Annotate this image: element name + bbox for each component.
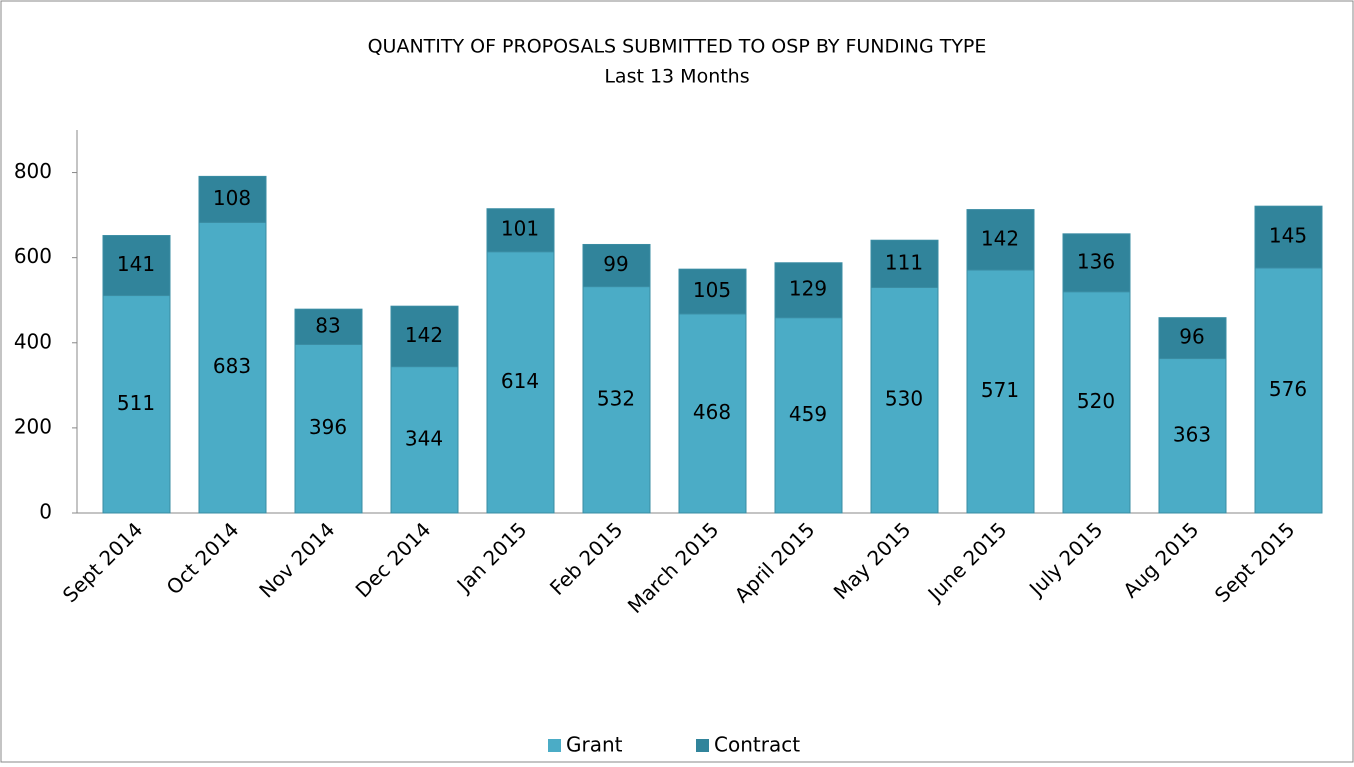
bar-segment bbox=[1158, 317, 1227, 360]
bar-segment bbox=[1158, 358, 1227, 514]
bar-segment bbox=[774, 262, 843, 319]
bar-segment bbox=[582, 243, 651, 288]
bar-segment bbox=[1254, 205, 1323, 269]
bar-segment bbox=[198, 175, 267, 223]
data-label: 108 bbox=[213, 186, 251, 210]
bar-segment bbox=[1062, 233, 1131, 293]
chart-title: QUANTITY OF PROPOSALS SUBMITTED TO OSP B… bbox=[368, 36, 987, 58]
y-tick-label: 400 bbox=[14, 329, 52, 353]
data-label: 129 bbox=[789, 277, 827, 301]
bar-segment bbox=[102, 235, 171, 297]
data-label: 344 bbox=[405, 426, 443, 450]
legend-swatch bbox=[696, 739, 709, 752]
data-label: 614 bbox=[501, 369, 539, 393]
chart-subtitle: Last 13 Months bbox=[604, 66, 749, 88]
bar-segment bbox=[294, 343, 363, 514]
data-label: 101 bbox=[501, 217, 539, 241]
data-label: 145 bbox=[1269, 224, 1307, 248]
bar-segment bbox=[870, 286, 939, 514]
bar-segment bbox=[390, 305, 459, 368]
data-label: 99 bbox=[603, 252, 628, 276]
data-label: 532 bbox=[597, 386, 635, 410]
data-label: 136 bbox=[1077, 249, 1115, 273]
data-label: 576 bbox=[1269, 377, 1307, 401]
data-label: 571 bbox=[981, 378, 1019, 402]
bar-segment bbox=[294, 308, 363, 345]
bar-segment bbox=[486, 208, 555, 253]
bar-segment bbox=[582, 286, 651, 514]
y-tick-label: 800 bbox=[14, 159, 52, 183]
data-label: 520 bbox=[1077, 389, 1115, 413]
data-label: 142 bbox=[405, 323, 443, 347]
bar-segment bbox=[102, 295, 171, 514]
data-label: 142 bbox=[981, 226, 1019, 250]
data-label: 683 bbox=[213, 354, 251, 378]
data-label: 396 bbox=[309, 415, 347, 439]
bar-segment bbox=[678, 313, 747, 514]
bar-segment bbox=[486, 251, 555, 514]
legend-swatch bbox=[548, 739, 561, 752]
bar-segment bbox=[1254, 267, 1323, 514]
bar-segment bbox=[390, 366, 459, 514]
bar-segment bbox=[198, 221, 267, 514]
bar-segment bbox=[678, 268, 747, 315]
data-label: 459 bbox=[789, 402, 827, 426]
data-label: 105 bbox=[693, 278, 731, 302]
data-label: 111 bbox=[885, 250, 923, 274]
bar-segment bbox=[1062, 291, 1131, 514]
y-tick-label: 600 bbox=[14, 244, 52, 268]
data-label: 468 bbox=[693, 400, 731, 424]
data-label: 363 bbox=[1173, 422, 1211, 446]
bar-segment bbox=[774, 317, 843, 514]
legend-label: Grant bbox=[566, 733, 623, 757]
y-tick-label: 200 bbox=[14, 414, 52, 438]
y-tick-label: 0 bbox=[39, 500, 52, 524]
data-label: 530 bbox=[885, 387, 923, 411]
data-label: 83 bbox=[315, 313, 340, 337]
legend-label: Contract bbox=[714, 733, 800, 757]
bar-segment bbox=[870, 239, 939, 288]
data-label: 141 bbox=[117, 252, 155, 276]
data-label: 96 bbox=[1179, 325, 1204, 349]
bar-segment bbox=[966, 209, 1035, 271]
data-label: 511 bbox=[117, 391, 155, 415]
